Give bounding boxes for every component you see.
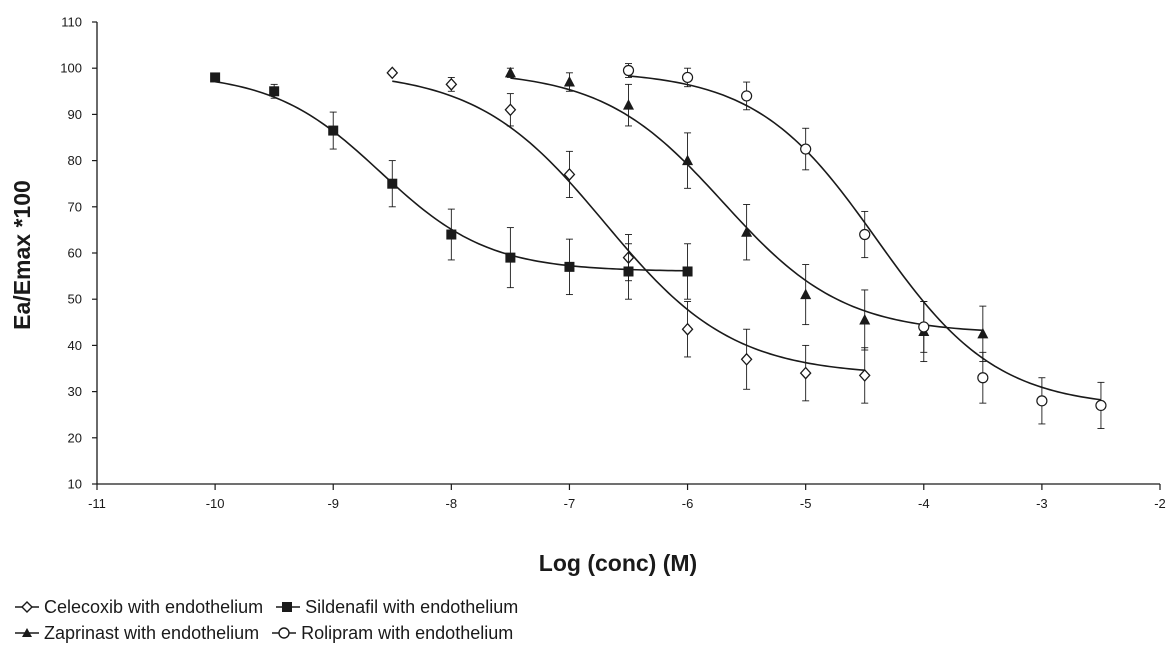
sildenafil-data-point: [505, 252, 516, 263]
y-tick-label: 80: [68, 153, 82, 168]
sildenafil-data-point: [387, 178, 398, 189]
zaprinast-data-point: [741, 226, 753, 237]
y-axis-title: Ea/Emax *100: [9, 180, 35, 330]
zaprinast-data-point: [623, 99, 634, 110]
sildenafil-data-point: [269, 86, 280, 97]
celecoxib-data-point: [681, 322, 694, 336]
y-tick-label: 110: [61, 15, 82, 30]
celecoxib-data-point: [858, 368, 871, 382]
x-tick-label: -3: [1036, 496, 1048, 511]
legend-row-2: Zaprinast with endothelium Rolipram with…: [14, 620, 774, 646]
x-tick-label: -7: [564, 496, 576, 511]
zaprinast-data-point: [682, 154, 694, 166]
x-tick-label: -9: [327, 496, 339, 511]
celecoxib-data-point: [386, 66, 399, 80]
x-axis-title: Log (conc) (M): [539, 550, 697, 576]
chart-svg: 10 20 30 40 50 60 70 80 90 100 110 -11 -10 -9 -8 -7 -6 -5…: [9, 15, 1166, 577]
rolipram-data-point: [741, 90, 753, 102]
legend-rolipram-circle-marker-icon: [272, 627, 297, 639]
y-tick-label: 10: [68, 477, 82, 492]
x-tick-label: -8: [446, 496, 458, 511]
sildenafil-data-point: [623, 266, 634, 277]
legend-rolipram-label: Rolipram with endothelium: [301, 622, 514, 643]
legend-item-sildenafil: Sildenafil with endothelium: [275, 597, 518, 618]
sildenafil-data-point: [682, 266, 693, 277]
y-tick-label: 70: [68, 199, 82, 214]
celecoxib-data-point: [740, 352, 753, 366]
legend-sildenafil-label: Sildenafil with endothelium: [305, 596, 519, 617]
x-tick-label: -2: [1154, 496, 1166, 511]
y-tick-label: 50: [68, 292, 82, 307]
zaprinast-data-point: [563, 76, 575, 87]
y-tick-label: 100: [60, 61, 82, 76]
rolipram-data-point: [918, 321, 930, 333]
x-tick-label: -4: [918, 496, 930, 511]
y-tick-label: 20: [68, 430, 82, 445]
legend-item-rolipram: Rolipram with endothelium: [271, 623, 513, 644]
legend-item-zaprinast: Zaprinast with endothelium: [14, 623, 259, 644]
x-tick-label: -11: [88, 496, 106, 511]
zaprinast-data-point: [504, 66, 516, 78]
y-tick-label: 30: [68, 384, 82, 399]
legend-zaprinast-label: Zaprinast with endothelium: [44, 622, 260, 643]
x-tick-label: -6: [682, 496, 694, 511]
zaprinast-data-point: [859, 313, 871, 325]
celecoxib-data-point: [445, 77, 458, 91]
legend-zaprinast-triangle-marker-icon: [15, 628, 39, 637]
sildenafil-data-point: [446, 229, 457, 240]
legend-celecoxib-label: Celecoxib with endothelium: [44, 596, 264, 617]
x-tick-label: -10: [206, 496, 225, 511]
legend-row-1: Celecoxib with endothelium Sildenafil wi…: [14, 594, 774, 620]
rolipram-data-point: [681, 71, 694, 84]
y-tick-label: 40: [68, 338, 82, 353]
celecoxib-data-point: [563, 167, 576, 181]
zaprinast-data-point: [977, 327, 989, 339]
x-tick-label: -5: [800, 496, 812, 511]
legend-sildenafil-square-marker-icon: [276, 602, 301, 612]
zaprinast-data-point: [800, 288, 812, 300]
legend: Celecoxib with endothelium Sildenafil wi…: [14, 594, 774, 646]
rolipram-data-point: [1036, 395, 1048, 407]
rolipram-data-point: [1095, 399, 1107, 412]
rolipram-data-point: [622, 64, 635, 77]
rolipram-data-point: [977, 372, 989, 384]
legend-celecoxib-diamond-marker-icon: [15, 601, 39, 613]
plot-area: 10 20 30 40 50 60 70 80 90 100 110 -11 -10 -9 -8 -7 -6 -5…: [60, 15, 1165, 512]
y-tick-label: 90: [68, 107, 82, 122]
y-tick-label: 60: [68, 246, 82, 261]
sildenafil-data-point: [210, 72, 221, 83]
sildenafil-data-point: [328, 125, 339, 136]
legend-item-celecoxib: Celecoxib with endothelium: [14, 597, 263, 618]
rolipram-data-point: [859, 228, 871, 241]
rolipram-data-point: [800, 143, 812, 155]
celecoxib-data-point: [504, 103, 517, 117]
sildenafil-data-point: [564, 261, 575, 272]
celecoxib-data-point: [799, 366, 812, 380]
